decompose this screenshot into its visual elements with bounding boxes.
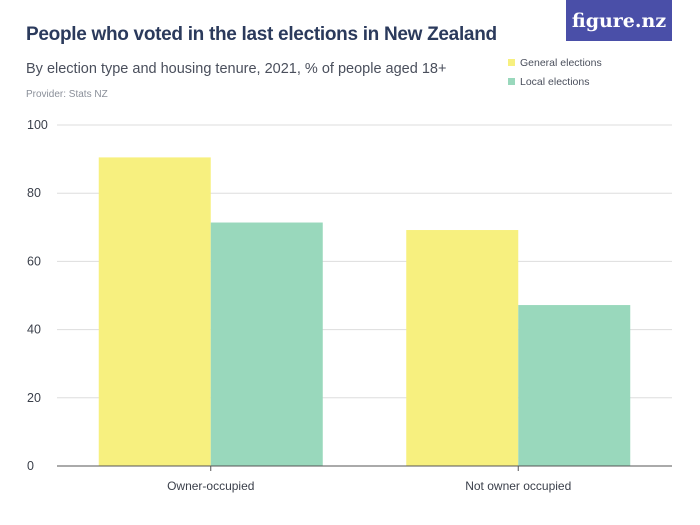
data-provider: Provider: Stats NZ [26,89,108,100]
bar-general [406,230,519,466]
y-tick-label: 80 [27,186,41,200]
chart-legend: General elections Local elections [508,53,602,91]
y-tick-label: 60 [27,254,41,268]
legend-item-local: Local elections [508,72,602,91]
chart-subtitle: By election type and housing tenure, 202… [26,61,447,77]
bar-local [518,305,631,466]
y-tick-label: 0 [27,459,34,473]
bar-general [98,157,211,466]
y-tick-label: 100 [27,118,48,132]
legend-label-local: Local elections [520,75,590,88]
legend-label-general: General elections [520,56,602,69]
legend-swatch-general [508,59,515,66]
bar-local [210,222,323,466]
legend-item-general: General elections [508,53,602,72]
chart-title: People who voted in the last elections i… [26,24,497,45]
y-tick-label: 40 [27,323,41,337]
x-tick-label: Owner-occupied [167,479,254,493]
legend-swatch-local [508,78,515,85]
x-tick-label: Not owner occupied [465,479,571,493]
figure-nz-logo[interactable]: figure.nz [566,0,672,41]
y-tick-label: 20 [27,391,41,405]
